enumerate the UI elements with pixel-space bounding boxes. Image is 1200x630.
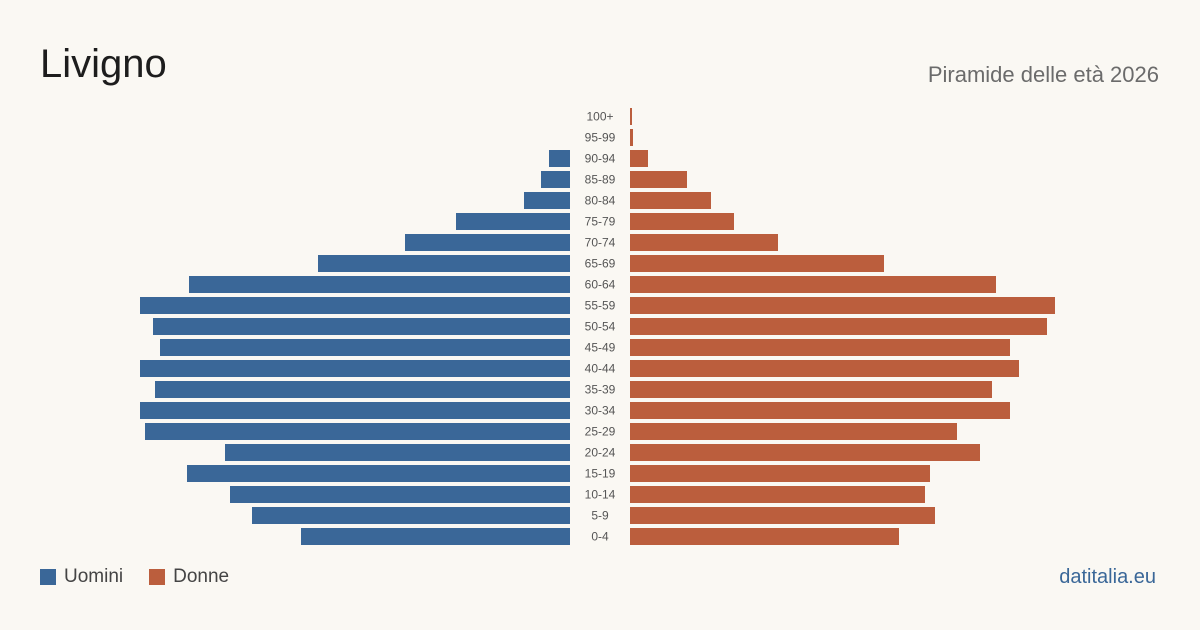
age-label-45-49: 45-49 bbox=[585, 341, 616, 355]
bar-women-80-84 bbox=[630, 192, 711, 209]
age-label-100plus: 100+ bbox=[586, 110, 613, 124]
bar-women-75-79 bbox=[630, 213, 734, 230]
age-label-55-59: 55-59 bbox=[585, 299, 616, 313]
age-label-30-34: 30-34 bbox=[585, 404, 616, 418]
bar-men-40-44 bbox=[140, 360, 570, 377]
bar-men-60-64 bbox=[189, 276, 570, 293]
bar-men-75-79 bbox=[456, 213, 570, 230]
bar-women-70-74 bbox=[630, 234, 778, 251]
bar-women-60-64 bbox=[630, 276, 996, 293]
age-label-0-4: 0-4 bbox=[591, 530, 609, 544]
legend-swatch-women bbox=[149, 569, 166, 585]
bar-men-50-54 bbox=[153, 318, 570, 335]
age-label-90-94: 90-94 bbox=[585, 152, 616, 166]
chart-subtitle: Piramide delle età 2026 bbox=[927, 62, 1159, 87]
bar-men-15-19 bbox=[187, 465, 570, 482]
series-men bbox=[140, 150, 570, 545]
bar-men-5-9 bbox=[252, 507, 570, 524]
bar-men-70-74 bbox=[405, 234, 570, 251]
brand-link[interactable]: datitalia.eu bbox=[1059, 566, 1156, 588]
series-women bbox=[630, 108, 1055, 545]
bar-women-30-34 bbox=[630, 402, 1010, 419]
age-label-5-9: 5-9 bbox=[591, 509, 609, 523]
bar-women-25-29 bbox=[630, 423, 957, 440]
legend-item-men: Uomini bbox=[40, 566, 123, 588]
age-label-15-19: 15-19 bbox=[585, 467, 616, 481]
age-label-65-69: 65-69 bbox=[585, 257, 616, 271]
legend: Uomini Donne bbox=[40, 566, 255, 588]
age-labels: 100+ 95-99 90-94 85-89 80-84 75-79 70-74 65-69 6… bbox=[585, 110, 616, 544]
bar-women-95-99 bbox=[630, 129, 633, 146]
bar-women-55-59 bbox=[630, 297, 1055, 314]
bar-men-20-24 bbox=[225, 444, 570, 461]
bar-women-20-24 bbox=[630, 444, 980, 461]
age-label-35-39: 35-39 bbox=[585, 383, 616, 397]
chart-title: Livigno bbox=[40, 42, 167, 86]
age-label-10-14: 10-14 bbox=[585, 488, 616, 502]
bar-women-65-69 bbox=[630, 255, 884, 272]
bar-women-0-4 bbox=[630, 528, 899, 545]
bar-men-0-4 bbox=[301, 528, 570, 545]
bar-men-35-39 bbox=[155, 381, 570, 398]
bar-women-5-9 bbox=[630, 507, 935, 524]
legend-label-men: Uomini bbox=[64, 566, 124, 587]
age-label-95-99: 95-99 bbox=[585, 131, 616, 145]
bar-men-80-84 bbox=[524, 192, 570, 209]
bar-men-10-14 bbox=[230, 486, 570, 503]
bar-women-85-89 bbox=[630, 171, 687, 188]
bar-men-65-69 bbox=[318, 255, 570, 272]
age-label-60-64: 60-64 bbox=[585, 278, 616, 292]
legend-swatch-men bbox=[40, 569, 56, 585]
bar-women-10-14 bbox=[630, 486, 925, 503]
age-label-50-54: 50-54 bbox=[585, 320, 616, 334]
bar-women-100plus bbox=[630, 108, 632, 125]
age-label-80-84: 80-84 bbox=[585, 194, 616, 208]
age-label-75-79: 75-79 bbox=[585, 215, 616, 229]
bar-women-50-54 bbox=[630, 318, 1047, 335]
bar-men-25-29 bbox=[145, 423, 570, 440]
legend-item-women: Donne bbox=[149, 566, 229, 588]
bar-women-35-39 bbox=[630, 381, 992, 398]
bar-women-15-19 bbox=[630, 465, 930, 482]
age-label-70-74: 70-74 bbox=[585, 236, 616, 250]
bar-men-30-34 bbox=[140, 402, 570, 419]
bar-men-55-59 bbox=[140, 297, 570, 314]
bar-men-85-89 bbox=[541, 171, 570, 188]
bar-women-90-94 bbox=[630, 150, 648, 167]
legend-label-women: Donne bbox=[173, 566, 230, 587]
bar-men-45-49 bbox=[160, 339, 570, 356]
bar-men-90-94 bbox=[549, 150, 570, 167]
age-label-85-89: 85-89 bbox=[585, 173, 616, 187]
bar-women-40-44 bbox=[630, 360, 1019, 377]
age-label-25-29: 25-29 bbox=[585, 425, 616, 439]
age-label-40-44: 40-44 bbox=[585, 362, 616, 376]
bar-women-45-49 bbox=[630, 339, 1010, 356]
age-label-20-24: 20-24 bbox=[585, 446, 616, 460]
